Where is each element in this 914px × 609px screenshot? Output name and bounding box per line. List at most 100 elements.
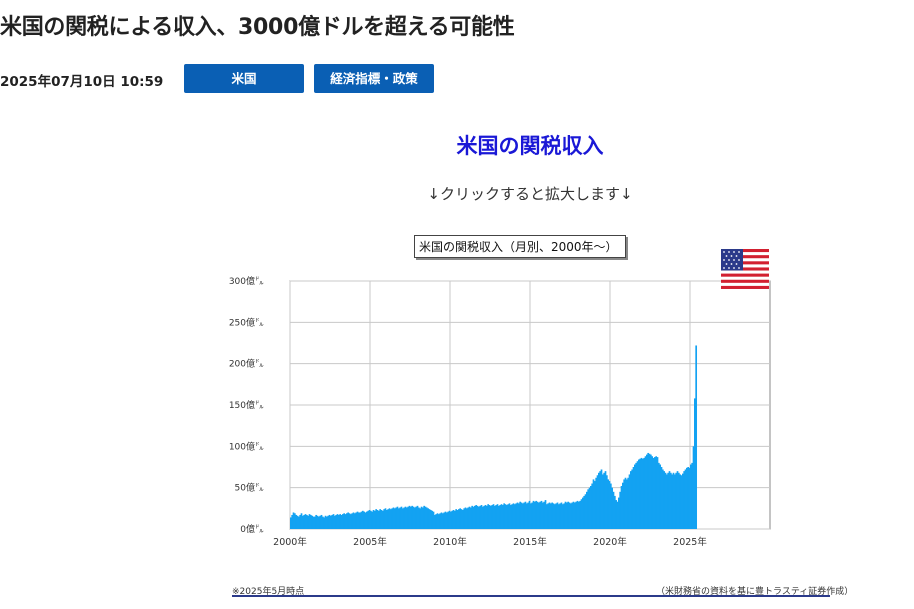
data-bar <box>624 477 627 529</box>
data-bar <box>299 514 302 529</box>
data-bar <box>368 509 371 529</box>
data-bar <box>562 504 564 529</box>
data-bar <box>615 500 618 529</box>
data-bar <box>655 456 658 529</box>
data-bar <box>367 510 370 529</box>
data-bar <box>415 506 418 529</box>
data-bar <box>674 474 676 529</box>
data-bar <box>608 481 611 529</box>
data-bar <box>586 491 588 529</box>
data-bar <box>579 500 582 529</box>
data-bar <box>592 479 595 529</box>
chart-figure[interactable]: 0億㌦ 50億㌦ 100億㌦ 150億㌦ 200億㌦ 250億㌦ 300億㌦ 2000年 20… <box>218 225 853 609</box>
data-bar <box>400 506 403 529</box>
data-bar <box>600 469 603 529</box>
data-bar <box>347 512 350 529</box>
data-bar <box>416 505 419 529</box>
data-bar <box>350 514 352 529</box>
data-bar <box>474 505 476 529</box>
figure-underline <box>232 595 830 597</box>
data-bar <box>330 515 332 529</box>
tag-economic-indicators-policy[interactable]: 経済指標・政策 <box>314 64 434 93</box>
data-bar <box>524 501 527 529</box>
data-bar <box>360 511 363 529</box>
chart-footnote-date: ※2025年5月時点 <box>232 587 305 597</box>
data-bar <box>604 471 607 529</box>
data-bar <box>504 504 507 529</box>
data-bar <box>376 509 379 529</box>
data-bar <box>511 504 514 529</box>
data-bar <box>371 511 374 529</box>
article-headline: 米国の関税による収入、3000億ドルを超える可能性 <box>0 15 515 40</box>
data-bar <box>382 510 384 529</box>
data-bar <box>676 471 679 529</box>
data-bar <box>443 512 446 529</box>
data-bar <box>339 514 342 529</box>
data-bar <box>379 509 382 529</box>
data-bar <box>503 503 506 529</box>
data-bar <box>431 510 434 529</box>
data-bar <box>408 505 411 529</box>
data-bar <box>302 515 304 529</box>
data-bar <box>636 461 639 529</box>
data-bar <box>652 457 655 529</box>
data-bar <box>478 506 480 529</box>
data-bar <box>576 500 579 529</box>
data-bar <box>514 504 516 529</box>
data-bar <box>426 507 428 529</box>
data-bar <box>523 502 526 529</box>
data-bar <box>464 507 467 529</box>
data-bar <box>448 510 451 529</box>
data-bar <box>546 504 548 529</box>
data-bar <box>538 502 540 529</box>
data-bar <box>662 469 664 529</box>
data-bar <box>536 501 539 529</box>
tag-usa[interactable]: 米国 <box>184 64 304 93</box>
data-bar <box>372 509 375 529</box>
data-bar <box>507 504 510 529</box>
article-date: 2025年07月10日 10:59 <box>0 74 164 90</box>
data-bar <box>547 503 550 529</box>
data-bar <box>539 501 542 529</box>
data-bar <box>679 474 682 529</box>
data-bar <box>532 500 535 529</box>
data-bar <box>640 457 643 529</box>
data-bar <box>551 502 554 529</box>
data-bar <box>370 510 372 529</box>
data-bar <box>355 512 358 529</box>
data-bar <box>459 508 462 529</box>
x-tick-label: 2015年 <box>513 536 547 548</box>
data-bar <box>607 479 610 529</box>
data-bar <box>406 507 408 529</box>
x-tick-label: 2020年 <box>593 536 627 548</box>
data-bar <box>476 505 479 529</box>
data-bar <box>428 509 431 529</box>
y-tick-label: 50億㌦ <box>235 482 264 494</box>
data-bar <box>308 514 311 529</box>
x-tick-label: 2010年 <box>433 536 467 548</box>
data-bar <box>639 458 642 529</box>
data-bar <box>670 472 672 529</box>
data-bar <box>455 509 458 529</box>
data-bar <box>486 505 488 529</box>
data-bar <box>519 501 522 529</box>
data-bar <box>595 477 598 529</box>
data-bar <box>559 503 562 529</box>
data-bar <box>671 474 674 529</box>
data-bar <box>490 505 492 529</box>
data-bar <box>444 511 447 529</box>
data-bar <box>403 507 406 529</box>
data-bar <box>598 472 600 529</box>
click-to-enlarge-hint[interactable]: ↓クリックすると拡大します↓ <box>427 185 633 203</box>
data-bar <box>643 457 646 529</box>
data-bar <box>660 467 663 529</box>
data-bar <box>307 515 310 529</box>
data-bar <box>484 505 487 529</box>
data-bar <box>594 481 596 529</box>
data-bar <box>358 512 360 529</box>
data-bar <box>618 497 620 529</box>
data-bar <box>495 505 498 529</box>
data-bar <box>642 458 644 529</box>
data-bar <box>326 516 328 529</box>
data-bar <box>383 509 386 529</box>
